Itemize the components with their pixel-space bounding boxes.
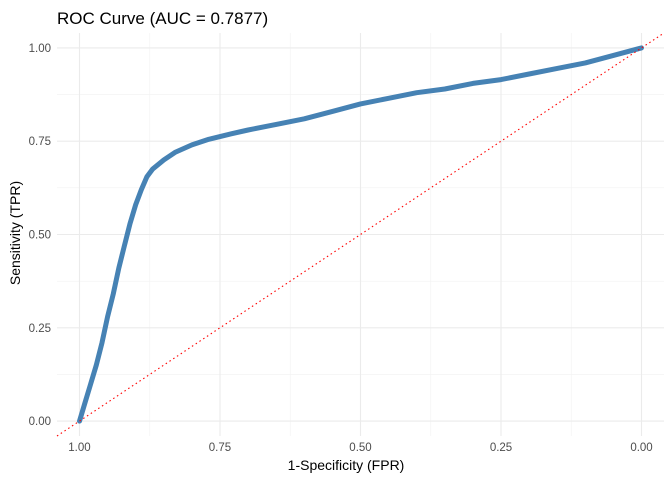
y-axis-title: Sensitivity (TPR) <box>7 181 23 285</box>
x-tick-label: 0.75 <box>209 442 231 454</box>
y-tick-label: 0.75 <box>29 136 51 148</box>
y-tick-labels: 0.00 0.25 0.50 0.75 1.00 <box>29 43 51 428</box>
x-tick-label: 0.50 <box>349 442 371 454</box>
y-tick-label: 1.00 <box>29 43 51 55</box>
chart-title: ROC Curve (AUC = 0.7877) <box>57 9 268 28</box>
y-tick-label: 0.50 <box>29 230 51 242</box>
x-axis-title: 1-Specificity (FPR) <box>288 457 405 473</box>
roc-curve-line <box>77 45 644 424</box>
x-tick-label: 0.25 <box>490 442 512 454</box>
series-layer <box>56 32 665 437</box>
x-tick-label: 1.00 <box>68 442 90 454</box>
y-tick-label: 0.00 <box>29 416 51 428</box>
x-tick-labels: 1.00 0.75 0.50 0.25 0.00 <box>68 442 652 454</box>
x-tick-label: 0.00 <box>630 442 652 454</box>
y-tick-label: 0.25 <box>29 323 51 335</box>
grid-major <box>57 33 664 436</box>
